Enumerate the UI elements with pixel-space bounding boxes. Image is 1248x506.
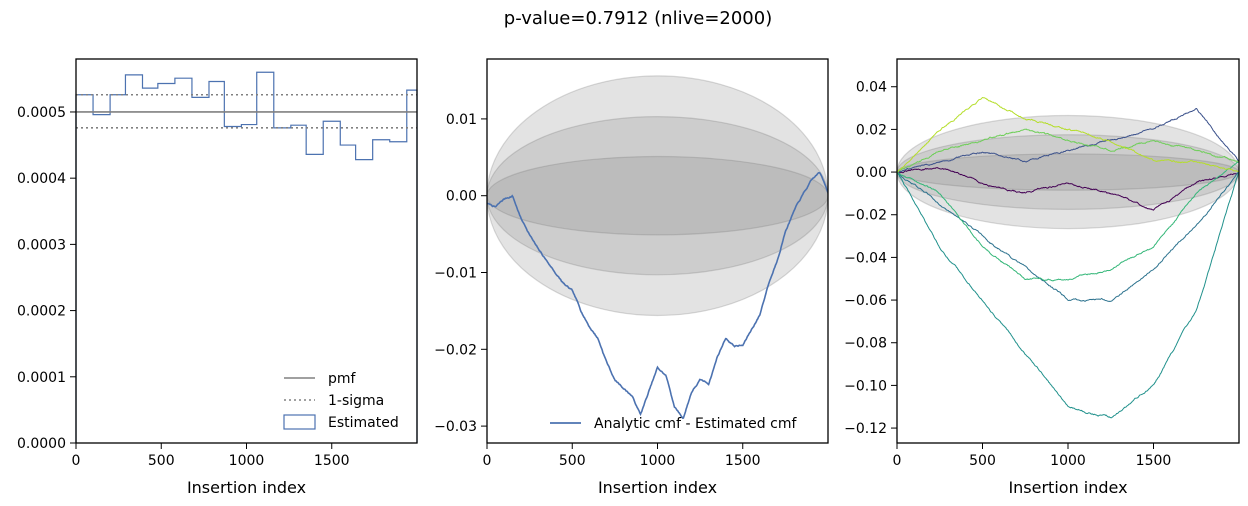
plot-frame — [486, 58, 829, 444]
x-tick-label: 0 — [483, 453, 492, 469]
y-tick-label: 0.0003 — [17, 237, 66, 253]
legend-label: Estimated — [328, 415, 399, 431]
sigma-band-ellipse — [897, 114, 1239, 230]
y-tick-label: 0.00 — [446, 189, 477, 205]
plot-frame — [896, 58, 1240, 444]
run-line — [897, 171, 1239, 419]
x-tick-label: 1000 — [1050, 453, 1086, 469]
run-line — [897, 96, 1239, 173]
y-tick-label: −0.08 — [844, 336, 887, 352]
y-tick-label: 0.00 — [856, 165, 887, 181]
x-tick-label: 500 — [148, 453, 175, 469]
figure-title: p-value=0.7912 (nlive=2000) — [504, 8, 772, 29]
x-axis-label: Insertion index — [1008, 478, 1127, 497]
x-tick-label: 1500 — [725, 453, 761, 469]
x-tick-label: 1000 — [640, 453, 676, 469]
legend-swatch — [283, 414, 316, 430]
y-tick-label: 0.0002 — [17, 304, 66, 320]
x-tick-label: 1500 — [314, 453, 350, 469]
y-tick-label: 0.0000 — [17, 436, 66, 452]
run-line — [897, 128, 1239, 173]
y-tick-label: 0.0001 — [17, 370, 66, 386]
x-tick-label: 500 — [559, 453, 586, 469]
panel-cmf-difference: 0 500 1000 1500 0.01 0.00 −0.01 −0.02 −0.03 Inser… — [434, 58, 829, 497]
x-tick-label: 1000 — [229, 453, 265, 469]
sigma-band-ellipse — [897, 153, 1239, 191]
y-tick-label: −0.02 — [434, 342, 477, 358]
run-line — [897, 161, 1239, 282]
y-tick-label: 0.01 — [446, 112, 477, 128]
legend-label: Analytic cmf - Estimated cmf — [594, 416, 797, 432]
run-line — [897, 171, 1239, 303]
cmf-difference-line — [487, 171, 828, 419]
y-tick-label: 0.0004 — [17, 171, 66, 187]
x-tick-label: 500 — [969, 453, 996, 469]
legend-label: 1-sigma — [328, 393, 384, 409]
run-line — [897, 107, 1239, 173]
sigma-band-ellipse — [487, 116, 828, 276]
y-tick-label: 0.04 — [856, 80, 887, 96]
sigma-band-ellipse — [487, 155, 828, 236]
plot-area — [487, 75, 828, 419]
x-tick-label: 0 — [893, 453, 902, 469]
y-tick-label: −0.03 — [434, 419, 477, 435]
sigma-band-ellipse — [897, 134, 1239, 210]
x-tick-label: 0 — [72, 453, 81, 469]
x-tick-label: 1500 — [1136, 453, 1172, 469]
panel-histogram: 0 500 1000 1500 0.0000 0.0001 0.0002 0.0003 0.00… — [17, 58, 418, 497]
sigma-band-ellipse — [487, 75, 828, 317]
y-tick-label: −0.02 — [844, 208, 887, 224]
y-tick-label: −0.06 — [844, 293, 887, 309]
legend-label: pmf — [328, 371, 357, 387]
y-tick-label: 0.0005 — [17, 105, 66, 121]
x-axis-label: Insertion index — [187, 478, 306, 497]
y-tick-label: −0.04 — [844, 250, 887, 266]
x-axis-label: Insertion index — [598, 478, 717, 497]
plot-frame — [75, 58, 418, 444]
y-tick-label: 0.02 — [856, 122, 887, 138]
plot-area — [897, 96, 1239, 419]
panel-cmf-runs: 0 500 1000 1500 0.04 0.02 0.00 −0.02 −0.04 −0.06 −… — [844, 58, 1240, 497]
run-line — [897, 167, 1239, 211]
y-tick-label: −0.10 — [844, 378, 887, 394]
histogram-bars — [75, 71, 418, 443]
y-tick-label: −0.01 — [434, 266, 477, 282]
y-tick-label: −0.12 — [844, 421, 887, 437]
